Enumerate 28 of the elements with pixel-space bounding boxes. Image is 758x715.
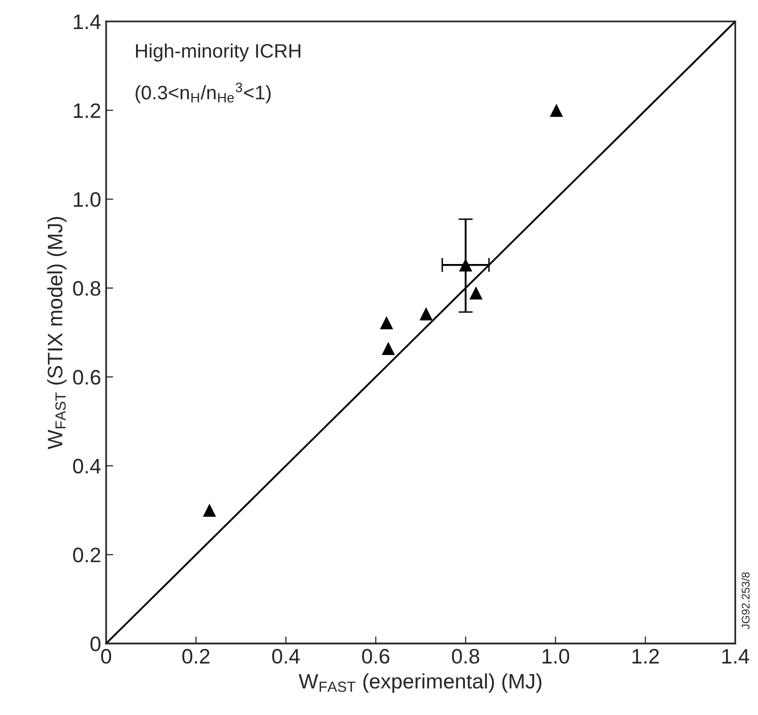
x-tick-label: 0.4 <box>272 648 300 664</box>
y-tick-label: 0.4 <box>73 458 101 474</box>
point <box>550 104 563 117</box>
y-tick-label: 1.4 <box>74 14 101 29</box>
x-tick-label: 1.0 <box>542 648 570 664</box>
y-tick-label: 1.2 <box>74 103 100 118</box>
y-tick-label: 0 <box>90 636 100 652</box>
y-tick-label: 0.6 <box>73 370 100 385</box>
point <box>382 342 395 356</box>
x-axis-title: W$_{FAST}$ (experimental) (MJ) <box>298 673 542 693</box>
x-tick-label: 1.2 <box>632 648 659 664</box>
annotation: High-minority ICRH <box>136 43 300 62</box>
x-tick-label: 0 <box>101 648 112 664</box>
x-tick-label: 0.8 <box>452 648 480 664</box>
point <box>202 504 216 517</box>
y-axis-title: W$_{FAST}$ (STIX model) (MJ) <box>47 217 67 450</box>
point <box>380 316 394 330</box>
y-tick-label: 1.0 <box>74 192 100 207</box>
point <box>469 286 483 300</box>
x-tick-label: 0.6 <box>362 648 390 664</box>
y-tick-label: 0.2 <box>73 548 100 562</box>
point <box>459 258 472 272</box>
text: JG92.253/8 <box>741 572 750 630</box>
x-tick-label: 1.4 <box>722 649 750 664</box>
x-tick-label: 0.2 <box>182 648 210 664</box>
annotation: (0.3<n$_{H}$/n$_{He}$$^{3}$<1) <box>136 82 271 104</box>
y-tick-label: 0.8 <box>73 281 100 296</box>
point <box>419 307 433 320</box>
